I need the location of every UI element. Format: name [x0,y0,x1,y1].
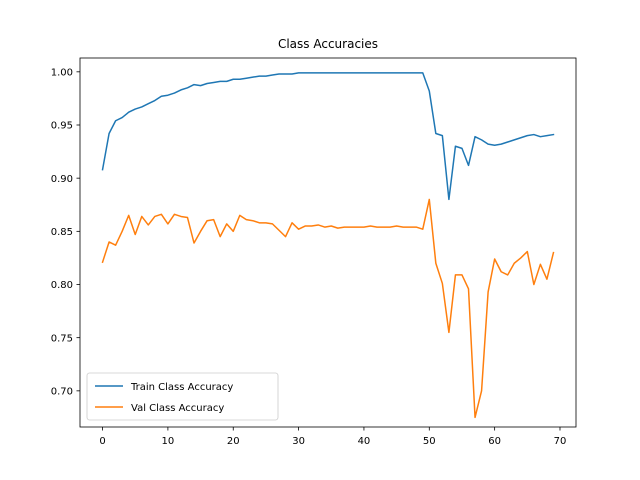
x-tick-label: 50 [423,436,436,447]
series-lines [101,72,555,419]
legend: Train Class Accuracy Val Class Accuracy [86,372,279,421]
x-tick-label: 0 [99,436,105,447]
x-axis: 0 10 20 30 40 50 60 70 [99,427,566,447]
series-line-val-class-accuracy [101,198,555,419]
y-tick-label: 0.90 [51,174,73,185]
series-line-train-class-accuracy [101,72,555,201]
legend-box [86,372,279,421]
x-tick-label: 10 [162,436,175,447]
legend-label: Val Class Accuracy [131,403,224,414]
legend-label: Train Class Accuracy [130,382,233,393]
x-tick-label: 60 [488,436,501,447]
plot-area-frame [79,57,577,428]
x-tick-label: 40 [358,436,371,447]
x-tick-label: 70 [554,436,567,447]
x-tick-label: 20 [227,436,240,447]
chart-title: Class Accuracies [278,37,378,51]
y-tick-label: 1.00 [51,67,73,78]
y-tick-label: 0.95 [51,121,73,132]
y-tick-label: 0.75 [51,333,73,344]
x-tick-label: 30 [292,436,305,447]
y-tick-label: 0.80 [51,280,73,291]
y-tick-label: 0.70 [51,386,73,397]
y-tick-label: 0.85 [51,227,73,238]
y-axis: 0.70 0.75 0.80 0.85 0.90 0.95 1.00 [51,67,80,397]
